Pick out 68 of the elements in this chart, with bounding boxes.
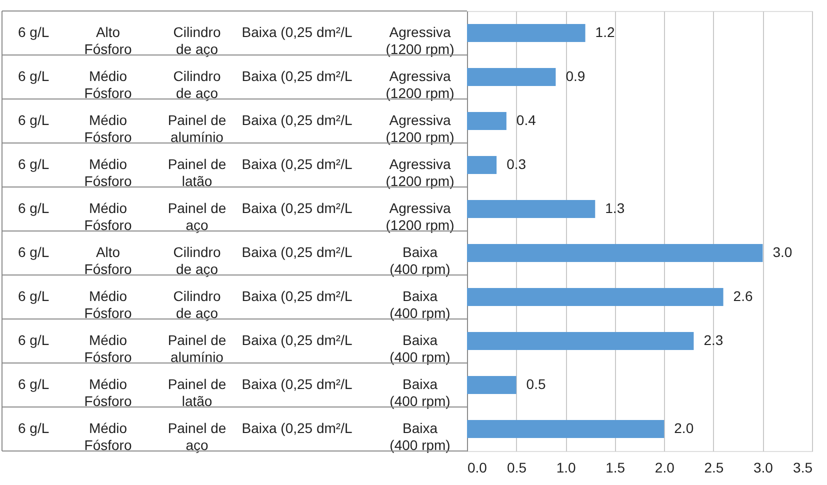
x-tick-label: 3.0 — [753, 460, 774, 476]
data-label: 0.4 — [516, 112, 536, 128]
x-tick-label: 0.5 — [507, 460, 527, 476]
category-label: Médio Fósforo — [84, 200, 132, 233]
category-label: Agressiva (1200 rpm) — [386, 68, 454, 101]
category-label: Cilindro de aço — [173, 68, 221, 101]
category-label: 6 g/L — [18, 156, 50, 172]
data-label: 2.0 — [674, 420, 694, 436]
category-label: Baixa (400 rpm) — [390, 288, 450, 321]
x-tick-label: 2.5 — [704, 460, 724, 476]
category-label: Médio Fósforo — [84, 112, 132, 145]
category-label: Médio Fósforo — [84, 376, 132, 409]
category-label: 6 g/L — [18, 112, 50, 128]
data-label: 0.5 — [526, 376, 546, 392]
category-label: Alto Fósforo — [84, 24, 132, 57]
category-label: Baixa (0,25 dm²/L — [242, 200, 352, 216]
category-label: Cilindro de aço — [173, 24, 221, 57]
category-label: 6 g/L — [18, 420, 50, 436]
category-label: Médio Fósforo — [84, 156, 132, 189]
data-label: 2.3 — [704, 332, 724, 348]
category-label: Painel de alumínio — [168, 332, 226, 365]
category-label: Baixa (400 rpm) — [390, 244, 450, 277]
category-label: Baixa (0,25 dm²/L — [242, 420, 352, 436]
category-label: Cilindro de aço — [173, 244, 221, 277]
category-label: 6 g/L — [18, 24, 50, 40]
category-label: Agressiva (1200 rpm) — [386, 156, 454, 189]
category-label: Baixa (0,25 dm²/L — [242, 68, 352, 84]
category-label: 6 g/L — [18, 332, 50, 348]
category-label: Baixa (400 rpm) — [390, 376, 450, 409]
category-label: Baixa (0,25 dm²/L — [242, 288, 352, 304]
data-label: 3.0 — [772, 244, 792, 260]
category-label: 6 g/L — [18, 376, 50, 392]
category-label: Cilindro de aço — [173, 288, 221, 321]
x-tick-label: 1.5 — [606, 460, 626, 476]
category-label: Baixa (0,25 dm²/L — [242, 156, 352, 172]
data-label: 0.9 — [566, 68, 586, 84]
category-label: 6 g/L — [18, 288, 50, 304]
category-label: Médio Fósforo — [84, 332, 132, 365]
category-label: Alto Fósforo — [84, 244, 132, 277]
category-label: Baixa (0,25 dm²/L — [242, 112, 352, 128]
data-label: 1.3 — [605, 200, 625, 216]
category-label: Baixa (0,25 dm²/L — [242, 376, 352, 392]
category-label: Painel de latão — [168, 156, 226, 189]
data-label: 0.3 — [506, 156, 526, 172]
category-label: Baixa (0,25 dm²/L — [242, 332, 352, 348]
category-label: Médio Fósforo — [84, 68, 132, 101]
x-tick-label: 2.0 — [654, 460, 675, 476]
category-label: Painel de aço — [168, 420, 226, 453]
category-label: Painel de latão — [168, 376, 226, 409]
category-label: Agressiva (1200 rpm) — [386, 112, 454, 145]
category-label: Painel de alumínio — [168, 112, 226, 145]
category-label: Agressiva (1200 rpm) — [386, 24, 454, 57]
category-label: Médio Fósforo — [84, 288, 132, 321]
category-label: Painel de aço — [168, 200, 226, 233]
category-label: 6 g/L — [18, 244, 50, 260]
category-label: Baixa (0,25 dm²/L — [242, 244, 352, 260]
category-label: Baixa (0,25 dm²/L — [242, 24, 352, 40]
data-label: 2.6 — [733, 288, 753, 304]
category-label: 6 g/L — [18, 68, 50, 84]
x-tick-label: 1.0 — [556, 460, 576, 476]
category-label: Agressiva (1200 rpm) — [386, 200, 454, 233]
category-label: 6 g/L — [18, 200, 50, 216]
category-label: Médio Fósforo — [84, 420, 132, 453]
x-tick-label: 0.0 — [468, 460, 488, 476]
category-label: Baixa (400 rpm) — [390, 332, 450, 365]
x-tick-label: 3.5 — [793, 460, 813, 476]
category-label: Baixa (400 rpm) — [390, 420, 450, 453]
data-label: 1.2 — [595, 24, 615, 40]
